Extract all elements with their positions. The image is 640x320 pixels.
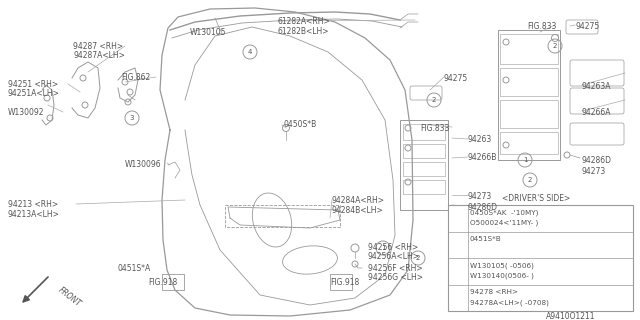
Text: 2: 2	[416, 255, 420, 261]
Text: 94278 <RH>: 94278 <RH>	[470, 289, 518, 295]
Bar	[225, 205, 340, 227]
Bar	[330, 274, 352, 290]
Text: 94286D: 94286D	[582, 156, 612, 165]
Text: FIG.833: FIG.833	[527, 22, 556, 31]
Text: 94266A: 94266A	[582, 108, 611, 117]
Text: 94284B<LH>: 94284B<LH>	[332, 206, 384, 215]
Text: 94275: 94275	[444, 74, 468, 83]
Text: 94287 <RH>: 94287 <RH>	[73, 42, 123, 51]
Bar	[403, 162, 445, 176]
Text: 2: 2	[456, 240, 460, 244]
Bar	[162, 274, 184, 290]
Text: 94266B: 94266B	[468, 153, 497, 162]
Bar	[498, 30, 560, 160]
Text: 94256F <RH>: 94256F <RH>	[368, 264, 422, 273]
Text: 61282B<LH>: 61282B<LH>	[278, 27, 330, 36]
Bar	[500, 34, 558, 64]
Bar	[403, 144, 445, 158]
Bar	[448, 205, 633, 311]
Text: W130092: W130092	[8, 108, 45, 117]
Text: 94284A<RH>: 94284A<RH>	[332, 196, 385, 205]
Text: 2: 2	[553, 43, 557, 49]
Bar	[500, 68, 558, 96]
Text: 0450S*AK  -'10MY): 0450S*AK -'10MY)	[470, 209, 538, 216]
Text: FIG.918: FIG.918	[330, 278, 359, 287]
Text: 94256 <RH>: 94256 <RH>	[368, 243, 419, 252]
Text: 94213 <RH>: 94213 <RH>	[8, 200, 58, 209]
Bar	[400, 120, 448, 210]
Text: 0451S*B: 0451S*B	[470, 236, 502, 242]
Text: 0450S*B: 0450S*B	[283, 120, 316, 129]
Text: 94263: 94263	[468, 135, 492, 144]
Text: 3: 3	[456, 266, 460, 271]
Text: W130105: W130105	[190, 28, 227, 37]
Text: A9410O1211: A9410O1211	[545, 312, 595, 320]
Text: 0451S*A: 0451S*A	[118, 264, 151, 273]
Bar	[500, 132, 558, 154]
Text: 4: 4	[248, 49, 252, 55]
Text: FIG.918: FIG.918	[148, 278, 177, 287]
Text: 4: 4	[456, 292, 460, 298]
Bar	[403, 124, 445, 140]
Text: 2: 2	[528, 177, 532, 183]
Text: FRONT: FRONT	[57, 285, 83, 308]
Bar	[500, 100, 558, 128]
Text: 61282A<RH>: 61282A<RH>	[278, 17, 331, 26]
Text: 94213A<LH>: 94213A<LH>	[8, 210, 60, 219]
Text: 1: 1	[523, 157, 527, 163]
Text: 1: 1	[456, 213, 460, 218]
Text: 94273: 94273	[468, 192, 492, 201]
Text: W130096: W130096	[125, 160, 162, 169]
Text: 94251A<LH>: 94251A<LH>	[8, 89, 60, 98]
Text: 94278A<LH>( -0708): 94278A<LH>( -0708)	[470, 299, 549, 306]
Text: 94286D: 94286D	[468, 203, 498, 212]
Text: 94273: 94273	[582, 167, 606, 176]
Text: 94256G <LH>: 94256G <LH>	[368, 273, 423, 282]
Text: W130140(0506- ): W130140(0506- )	[470, 273, 534, 279]
Text: 3: 3	[130, 115, 134, 121]
Text: 2: 2	[432, 97, 436, 103]
Text: 1: 1	[381, 245, 385, 251]
Text: O500024<'11MY- ): O500024<'11MY- )	[470, 220, 538, 226]
Text: FIG.862: FIG.862	[121, 73, 150, 82]
Text: 94251 <RH>: 94251 <RH>	[8, 80, 58, 89]
Text: 94275: 94275	[575, 22, 599, 31]
Text: 94263A: 94263A	[582, 82, 611, 91]
Text: W130105( -0506): W130105( -0506)	[470, 262, 534, 269]
Text: 94256A<LH>: 94256A<LH>	[368, 252, 420, 261]
Text: <DRIVER'S SIDE>: <DRIVER'S SIDE>	[502, 194, 570, 203]
Text: 94287A<LH>: 94287A<LH>	[73, 51, 125, 60]
Text: FIG.833: FIG.833	[420, 124, 449, 133]
Bar	[403, 180, 445, 194]
